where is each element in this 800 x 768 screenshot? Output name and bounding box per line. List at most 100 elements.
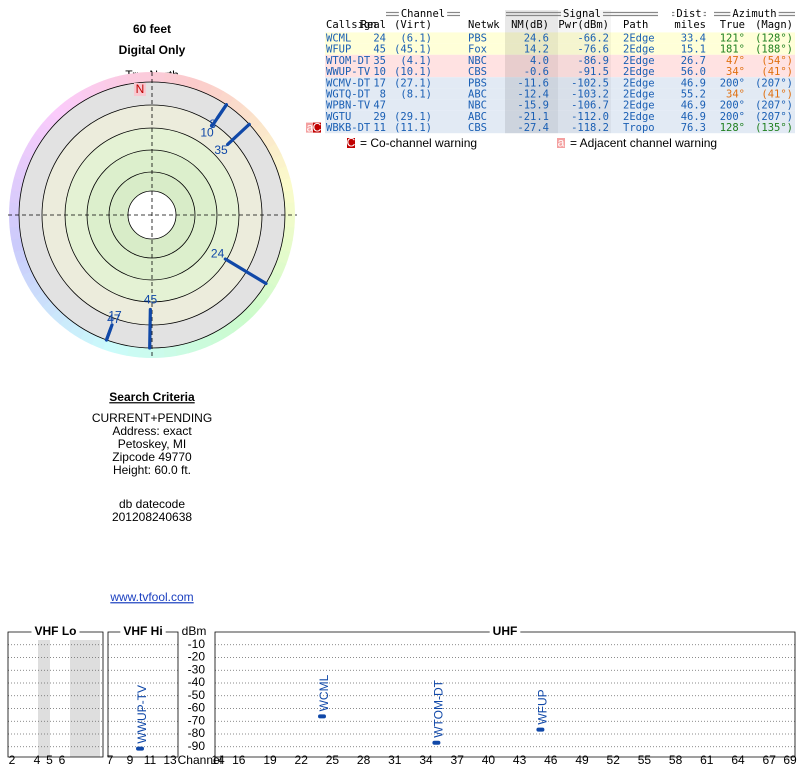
station-label: 10: [200, 126, 214, 140]
table-cell: -91.5: [577, 66, 609, 78]
x-tick-label: 61: [700, 753, 714, 767]
band-title-gap: [120, 630, 166, 634]
table-cell: WWUP-TV: [326, 66, 371, 78]
table-cell: 200°: [720, 77, 745, 89]
y-tick-label: -80: [188, 726, 206, 740]
table-cell: 2Edge: [623, 66, 655, 78]
row-background: [325, 122, 795, 134]
row-background: [325, 88, 795, 100]
table-cell: 2Edge: [623, 77, 655, 89]
table-cell: 2Edge: [623, 111, 655, 123]
table-cell: -66.2: [577, 33, 609, 45]
site-link[interactable]: www.tvfool.com: [109, 590, 193, 604]
x-tick-label: 37: [451, 753, 465, 767]
x-tick-label: 7: [107, 753, 114, 767]
row-background: [325, 66, 795, 78]
table-cell: ABC: [468, 89, 487, 101]
signal-line: [223, 257, 268, 286]
column-group: Azimuth: [732, 8, 776, 20]
warning-badge-label: C: [313, 120, 322, 134]
datecode-label: db datecode: [119, 497, 185, 511]
x-tick-label: 67: [763, 753, 777, 767]
x-tick-label: 16: [232, 753, 246, 767]
table-cell: (135°): [755, 122, 793, 134]
x-tick-label: 9: [127, 753, 134, 767]
column-header: Path: [623, 19, 648, 31]
legend-text: = Co-channel warning: [360, 136, 477, 150]
column-header: True: [720, 19, 745, 31]
legend-badge-label: a: [558, 136, 565, 150]
signal-mark-label: WFUP: [536, 689, 550, 724]
legend-badge: [557, 138, 565, 148]
x-tick-label: 5: [46, 753, 53, 767]
signal-line: [104, 326, 113, 342]
search-line: Zipcode 49770: [112, 450, 192, 464]
column-header: NM(dB): [511, 19, 549, 31]
table-cell: WPBN-TV: [326, 100, 371, 112]
x-tick-label: 31: [388, 753, 402, 767]
table-cell: 47: [373, 100, 386, 112]
table-cell: 128°: [720, 122, 745, 134]
table-cell: WGTU: [326, 111, 351, 123]
table-cell: -102.5: [571, 77, 609, 89]
legend-text: = Adjacent channel warning: [570, 136, 717, 150]
table-cell: (11.1): [394, 122, 432, 134]
datecode: 201208240638: [112, 510, 192, 524]
table-cell: 35: [373, 55, 386, 67]
x-tick-label: 6: [59, 753, 66, 767]
table-cell: (41°): [761, 89, 793, 101]
table-cell: 34°: [726, 66, 745, 78]
x-tick-label: 2: [9, 753, 16, 767]
warning-badge: [313, 122, 321, 133]
legend-badge-label: C: [347, 136, 356, 150]
column-header: Pwr(dBm): [558, 19, 609, 31]
table-cell: 200°: [720, 111, 745, 123]
y-tick-label: -60: [188, 701, 206, 715]
unused-range: [38, 640, 50, 757]
table-cell: 33.4: [681, 33, 706, 45]
x-tick-label: 13: [163, 753, 177, 767]
table-cell: 46.9: [681, 77, 706, 89]
table-cell: 26.7: [681, 55, 706, 67]
band-title: UHF: [493, 624, 518, 638]
x-tick-label: 58: [669, 753, 683, 767]
table-cell: 200°: [720, 100, 745, 112]
warning-badge: [306, 122, 314, 133]
table-cell: PBS: [468, 33, 487, 45]
table-cell: 2Edge: [623, 44, 655, 56]
table-cell: 46.9: [681, 100, 706, 112]
column-header: Netwk: [468, 19, 500, 31]
y-tick-label: -90: [188, 739, 206, 753]
table-cell: Tropo: [623, 122, 655, 134]
column-group: Dist: [676, 8, 701, 20]
table-cell: -12.4: [517, 89, 549, 101]
table-cell: (128°): [755, 33, 793, 45]
x-tick-label: 11: [144, 753, 157, 767]
y-tick-label: -50: [188, 688, 206, 702]
x-tick-label: 22: [295, 753, 309, 767]
row-background: [325, 54, 795, 66]
table-cell: 181°: [720, 44, 745, 56]
x-tick-label: 25: [326, 753, 340, 767]
table-cell: NBC: [468, 55, 487, 67]
signal-mark-label: WCML: [317, 674, 331, 711]
table-cell: (207°): [755, 77, 793, 89]
table-cell: 24.6: [524, 33, 549, 45]
signal-mark: [536, 727, 545, 732]
x-axis-label: Channel: [178, 753, 223, 767]
signal-line: [226, 122, 251, 147]
unused-range: [70, 640, 100, 757]
search-line: CURRENT+PENDING: [92, 411, 212, 425]
row-background: [325, 110, 795, 122]
table-cell: -76.6: [577, 44, 609, 56]
table-cell: -112.0: [571, 111, 609, 123]
table-cell: 17: [373, 77, 386, 89]
table-cell: -103.2: [571, 89, 609, 101]
y-axis-label: dBm: [182, 624, 207, 638]
signal-line: [148, 307, 152, 350]
search-line: Height: 60.0 ft.: [113, 463, 191, 477]
table-cell: CBS: [468, 122, 487, 134]
table-cell: (41°): [761, 66, 793, 78]
table-cell: -27.4: [517, 122, 549, 134]
